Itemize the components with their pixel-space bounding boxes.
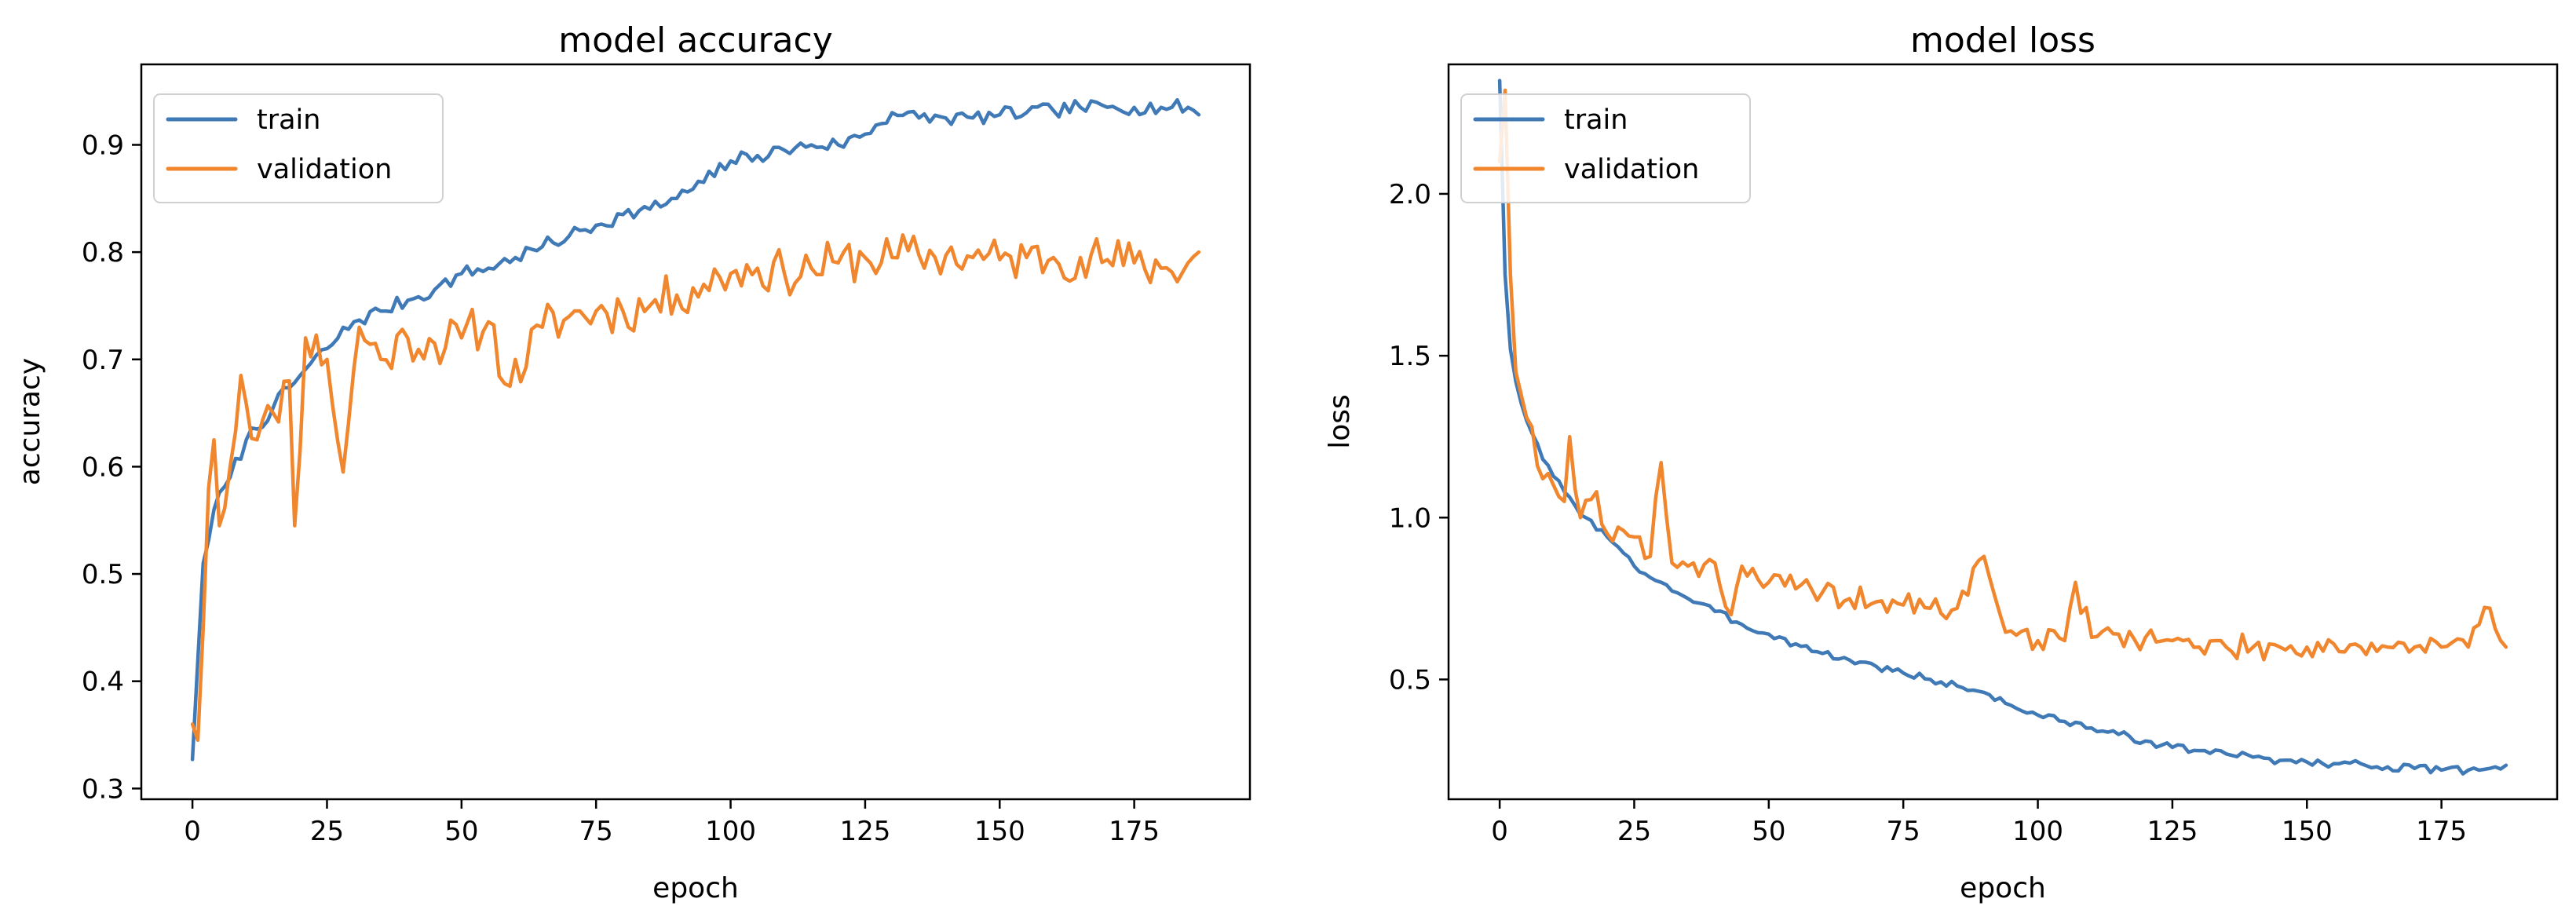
series-line-validation <box>1497 88 2508 662</box>
y-tick-label: 0.4 <box>82 667 124 698</box>
y-tick-label: 0.6 <box>82 451 124 483</box>
x-tick-label: 75 <box>579 816 613 847</box>
chart-title: model accuracy <box>558 20 833 60</box>
y-axis-label: accuracy <box>14 358 46 485</box>
x-tick-label: 150 <box>974 816 1025 847</box>
x-tick-label: 25 <box>310 816 344 847</box>
x-tick-label: 50 <box>1752 816 1785 847</box>
series-line-validation <box>190 233 1201 743</box>
y-tick-label: 0.3 <box>82 773 124 805</box>
plot-lines <box>1497 79 2508 776</box>
x-tick-label: 75 <box>1887 816 1920 847</box>
legend: train validation <box>1460 93 1751 203</box>
y-axis-label: loss <box>1324 394 1356 449</box>
x-axis-label: epoch <box>652 872 739 904</box>
series-line-train <box>190 97 1201 762</box>
y-tick-label: 2.0 <box>1389 179 1431 210</box>
y-tick-label: 0.5 <box>82 559 124 590</box>
legend-validation-label: validation <box>257 154 392 185</box>
y-tick-label: 0.7 <box>82 345 124 376</box>
legend-train-label: train <box>1564 104 1628 136</box>
legend-validation-label: validation <box>1564 154 1699 185</box>
plot-frame <box>140 63 1251 801</box>
chart-title: model loss <box>1910 20 2096 60</box>
y-tick-label: 1.0 <box>1389 502 1431 534</box>
accuracy-chart: model accuracy epoch accuracy 0 25 50 75 100… <box>14 20 1251 904</box>
x-tick-label: 125 <box>2147 816 2198 847</box>
plot-lines <box>190 97 1201 762</box>
legend: train validation <box>153 93 444 203</box>
ticks: 0 25 50 75 100 125 150 175 0.5 1.0 1.5 2.0 <box>1389 179 2467 847</box>
y-tick-label: 0.9 <box>82 130 124 161</box>
plot-frame <box>1447 63 2559 801</box>
x-tick-label: 125 <box>839 816 890 847</box>
x-tick-label: 175 <box>1109 816 1160 847</box>
x-tick-label: 50 <box>444 816 478 847</box>
y-tick-label: 0.8 <box>82 237 124 269</box>
x-tick-label: 175 <box>2416 816 2467 847</box>
series-line-train <box>1497 79 2508 776</box>
x-tick-label: 0 <box>1491 816 1508 847</box>
y-tick-label: 0.5 <box>1389 664 1431 696</box>
x-tick-label: 100 <box>705 816 756 847</box>
x-tick-label: 25 <box>1617 816 1651 847</box>
ticks: 0 25 50 75 100 125 150 175 0.3 0.4 0.5 0.6 0.7 0.8 0.9 <box>82 130 1160 847</box>
x-tick-label: 150 <box>2282 816 2333 847</box>
x-tick-label: 0 <box>184 816 201 847</box>
legend-train-label: train <box>257 104 320 136</box>
x-tick-label: 100 <box>2012 816 2063 847</box>
y-tick-label: 1.5 <box>1389 341 1431 372</box>
loss-chart: model loss epoch loss 0 25 50 75 100 125 150 17… <box>1324 20 2559 904</box>
x-axis-label: epoch <box>1960 872 2046 904</box>
